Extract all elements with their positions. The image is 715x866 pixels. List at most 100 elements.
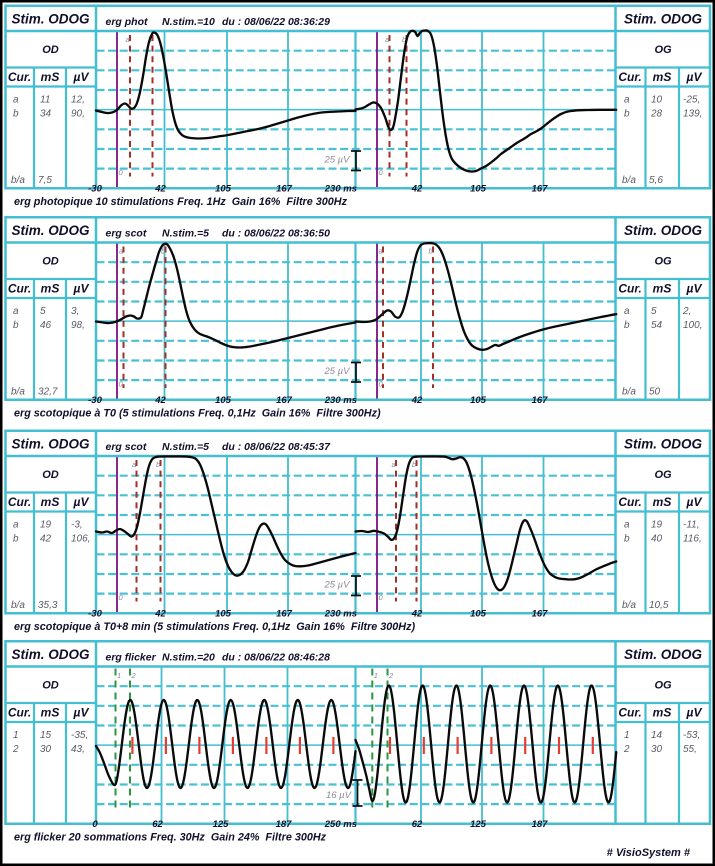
svg-text:b: b bbox=[429, 247, 433, 256]
svg-text:mS: mS bbox=[41, 706, 60, 720]
svg-text:115-35,: 1 15 -35, bbox=[13, 730, 88, 741]
svg-text:OD: OD bbox=[42, 256, 59, 268]
svg-text:Cur.: Cur. bbox=[618, 706, 641, 720]
svg-text:b/a5,6: b/a 5,6 bbox=[622, 175, 663, 186]
svg-text:OD: OD bbox=[42, 44, 59, 56]
svg-text:167: 167 bbox=[532, 395, 549, 406]
svg-text:b/a35,3: b/a 35,3 bbox=[11, 600, 58, 611]
svg-text:OG: OG bbox=[654, 44, 672, 56]
svg-text:0: 0 bbox=[92, 819, 98, 830]
svg-text:105: 105 bbox=[470, 395, 487, 406]
svg-text:Stim. ODOG: Stim. ODOG bbox=[624, 223, 703, 238]
svg-text:b/a10,5: b/a 10,5 bbox=[622, 600, 669, 611]
svg-text:a: a bbox=[379, 247, 383, 256]
svg-text:62: 62 bbox=[412, 819, 423, 830]
svg-text:Stim. ODOG: Stim. ODOG bbox=[624, 437, 703, 452]
svg-text:Stim. ODOG: Stim. ODOG bbox=[11, 12, 90, 27]
svg-text:OD: OD bbox=[42, 680, 59, 692]
svg-text:42: 42 bbox=[154, 184, 166, 195]
svg-text:Stim. ODOG: Stim. ODOG bbox=[11, 437, 90, 452]
svg-text:Stim. ODOG: Stim. ODOG bbox=[11, 647, 90, 662]
svg-text:0: 0 bbox=[379, 593, 384, 602]
svg-text:167: 167 bbox=[276, 395, 293, 406]
svg-text:0: 0 bbox=[119, 593, 124, 602]
svg-text:105: 105 bbox=[470, 609, 487, 620]
svg-text:µV: µV bbox=[73, 282, 90, 296]
svg-text:42: 42 bbox=[411, 395, 423, 406]
svg-text:167: 167 bbox=[532, 609, 549, 620]
svg-text:a: a bbox=[132, 460, 136, 469]
svg-text:mS: mS bbox=[653, 70, 672, 84]
svg-text:b: b bbox=[402, 35, 406, 44]
svg-text:1: 1 bbox=[117, 671, 121, 680]
svg-text:OG: OG bbox=[654, 256, 672, 268]
svg-text:42: 42 bbox=[154, 609, 166, 620]
svg-text:105: 105 bbox=[470, 184, 487, 195]
svg-text:105: 105 bbox=[215, 184, 232, 195]
svg-text:b/a7,5: b/a 7,5 bbox=[11, 175, 52, 186]
svg-text:42: 42 bbox=[411, 184, 423, 195]
svg-text:mS: mS bbox=[653, 282, 672, 296]
svg-text:µV: µV bbox=[686, 495, 703, 509]
svg-text:erg scotopique à T0 (5 stimula: erg scotopique à T0 (5 stimulations Freq… bbox=[14, 408, 381, 420]
svg-text:Cur.: Cur. bbox=[618, 282, 641, 296]
svg-text:a52,: a 5 2, bbox=[624, 306, 691, 317]
svg-text:OD: OD bbox=[42, 469, 59, 481]
svg-text:Stim. ODOG: Stim. ODOG bbox=[624, 647, 703, 662]
svg-text:250 ms: 250 ms bbox=[324, 819, 357, 830]
svg-text:mS: mS bbox=[653, 495, 672, 509]
svg-text:-30: -30 bbox=[88, 184, 102, 195]
svg-text:mS: mS bbox=[41, 70, 60, 84]
svg-text:a19-11,: a 19 -11, bbox=[624, 520, 700, 531]
svg-text:b: b bbox=[156, 460, 160, 469]
svg-text:Cur.: Cur. bbox=[8, 706, 31, 720]
svg-text:a53,: a 5 3, bbox=[13, 306, 79, 317]
svg-text:b/a50: b/a 50 bbox=[622, 387, 661, 398]
svg-text:b: b bbox=[161, 247, 165, 256]
svg-text:167: 167 bbox=[276, 609, 293, 620]
svg-text:a: a bbox=[385, 35, 389, 44]
svg-text:62: 62 bbox=[152, 819, 163, 830]
svg-text:25 µV: 25 µV bbox=[323, 155, 351, 166]
svg-text:187: 187 bbox=[276, 819, 293, 830]
svg-text:erg scotopique à T0+8 min (5 s: erg scotopique à T0+8 min (5 stimulation… bbox=[14, 621, 415, 633]
svg-text:167: 167 bbox=[532, 184, 549, 195]
svg-text:114-53,: 1 14 -53, bbox=[624, 730, 700, 741]
svg-text:µV: µV bbox=[686, 282, 703, 296]
svg-text:a: a bbox=[126, 35, 130, 44]
svg-text:mS: mS bbox=[41, 282, 60, 296]
svg-text:µV: µV bbox=[686, 706, 703, 720]
svg-text:125: 125 bbox=[213, 819, 230, 830]
svg-text:Cur.: Cur. bbox=[8, 282, 31, 296]
svg-text:1: 1 bbox=[374, 671, 378, 680]
svg-text:b: b bbox=[412, 460, 416, 469]
svg-text:Cur.: Cur. bbox=[8, 495, 31, 509]
svg-text:2: 2 bbox=[388, 671, 394, 680]
svg-text:0: 0 bbox=[379, 168, 384, 177]
svg-text:0: 0 bbox=[119, 168, 124, 177]
svg-text:µV: µV bbox=[73, 706, 90, 720]
svg-text:OG: OG bbox=[654, 469, 672, 481]
svg-text:230 ms: 230 ms bbox=[324, 184, 357, 195]
svg-text:Cur.: Cur. bbox=[618, 495, 641, 509]
svg-text:0: 0 bbox=[119, 380, 124, 389]
svg-text:a19-3,: a 19 -3, bbox=[13, 520, 83, 531]
svg-text:Stim. ODOG: Stim. ODOG bbox=[624, 12, 703, 27]
svg-text:# VisioSystem #: # VisioSystem # bbox=[607, 847, 691, 859]
svg-text:µV: µV bbox=[686, 70, 703, 84]
svg-text:erg photopique 10 stimulations: erg photopique 10 stimulations Freq. 1Hz… bbox=[14, 196, 348, 208]
svg-text:mS: mS bbox=[41, 495, 60, 509]
